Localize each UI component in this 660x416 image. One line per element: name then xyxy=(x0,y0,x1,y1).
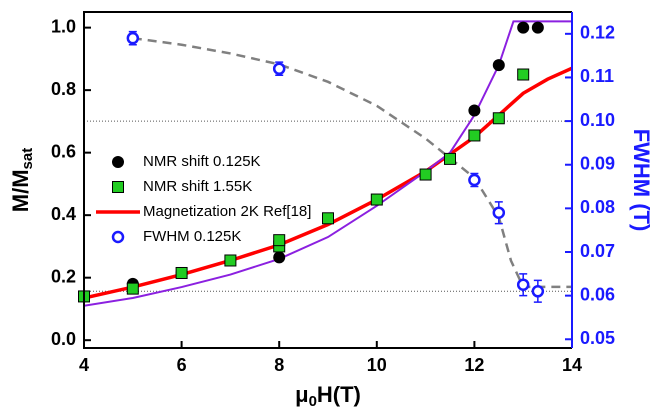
marker xyxy=(468,104,481,117)
marker xyxy=(272,62,286,75)
y-tick-label: 1.0 xyxy=(51,16,76,36)
x-axis-label: μ0H(T) xyxy=(295,382,361,410)
legend-item: Magnetization 2K Ref[18] xyxy=(96,203,311,220)
y2-tick-label: 0.05 xyxy=(580,328,615,348)
marker xyxy=(492,59,505,72)
legend-item: NMR shift 1.55K xyxy=(112,178,252,195)
marker xyxy=(224,254,237,267)
marker xyxy=(273,234,286,247)
legend-marker xyxy=(112,156,124,168)
marker xyxy=(468,173,481,187)
legend-marker xyxy=(111,230,125,244)
axis-frame xyxy=(83,11,572,349)
marker xyxy=(273,251,286,264)
y2-tick-label: 0.10 xyxy=(580,110,615,130)
y2-tick-label: 0.11 xyxy=(580,66,614,86)
x-tick-label: 6 xyxy=(177,355,187,375)
legend-label: NMR shift 1.55K xyxy=(143,178,252,195)
marker xyxy=(468,129,481,142)
marker xyxy=(444,152,456,165)
y-tick-label: 0.8 xyxy=(51,79,76,99)
marker xyxy=(517,68,530,81)
marker xyxy=(322,212,334,225)
legend-marker xyxy=(112,181,124,193)
x-tick-label: 4 xyxy=(79,355,89,375)
marker xyxy=(126,282,139,295)
y-tick-label: 0.4 xyxy=(51,204,76,224)
x-tick-label: 8 xyxy=(274,355,284,375)
y-tick-label: 0.2 xyxy=(51,266,76,286)
y-tick-label: 0.6 xyxy=(51,141,76,161)
x-tick-label: 10 xyxy=(367,355,387,375)
x-label-part: H(T) xyxy=(317,382,361,407)
marker xyxy=(516,278,530,291)
marker xyxy=(517,21,530,34)
x-label-part: μ xyxy=(295,382,308,407)
y-axis-label: M/Msat xyxy=(8,148,36,212)
y2-tick-label: 0.12 xyxy=(580,23,615,43)
y-tick-label: 0.0 xyxy=(51,329,76,349)
y2-tick-label: 0.08 xyxy=(580,197,615,217)
legend-label: Magnetization 2K Ref[18] xyxy=(143,203,311,220)
marker xyxy=(126,31,140,45)
x-tick-label: 14 xyxy=(562,355,582,375)
marker xyxy=(531,285,545,298)
y2-axis-label: FWHM (T) xyxy=(629,129,654,232)
y-label-sub: sat xyxy=(19,148,36,170)
marker xyxy=(531,21,544,34)
y2-tick-label: 0.06 xyxy=(580,284,615,304)
y-label-part: M/M xyxy=(8,169,33,212)
marker xyxy=(370,193,383,206)
marker xyxy=(492,206,506,219)
legend-item: NMR shift 0.125K xyxy=(112,153,261,170)
marker xyxy=(492,112,505,125)
legend-label: FWHM 0.125K xyxy=(143,228,241,245)
y2-tick-label: 0.09 xyxy=(580,153,615,173)
y2-tick-label: 0.07 xyxy=(580,241,615,261)
marker xyxy=(175,266,188,279)
legend-item: FWHM 0.125K xyxy=(111,228,241,245)
marker xyxy=(419,168,432,181)
x-tick-label: 12 xyxy=(464,355,484,375)
legend-label: NMR shift 0.125K xyxy=(143,153,261,170)
x-label-sub: 0 xyxy=(309,393,317,410)
